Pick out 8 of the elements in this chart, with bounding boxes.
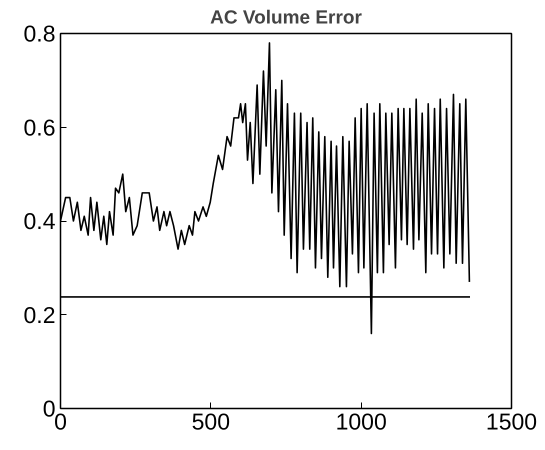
chart-title: AC Volume Error [210,8,362,28]
x-tick-label: 1500 [486,408,538,434]
y-tick-label: 0.8 [24,20,56,46]
x-tick-label: 500 [192,408,230,434]
y-tick-label: 0.6 [24,114,56,140]
x-tick-label: 1000 [336,408,387,434]
y-tick-label: 0.4 [24,208,56,234]
y-tick-label: 0.2 [24,302,56,328]
